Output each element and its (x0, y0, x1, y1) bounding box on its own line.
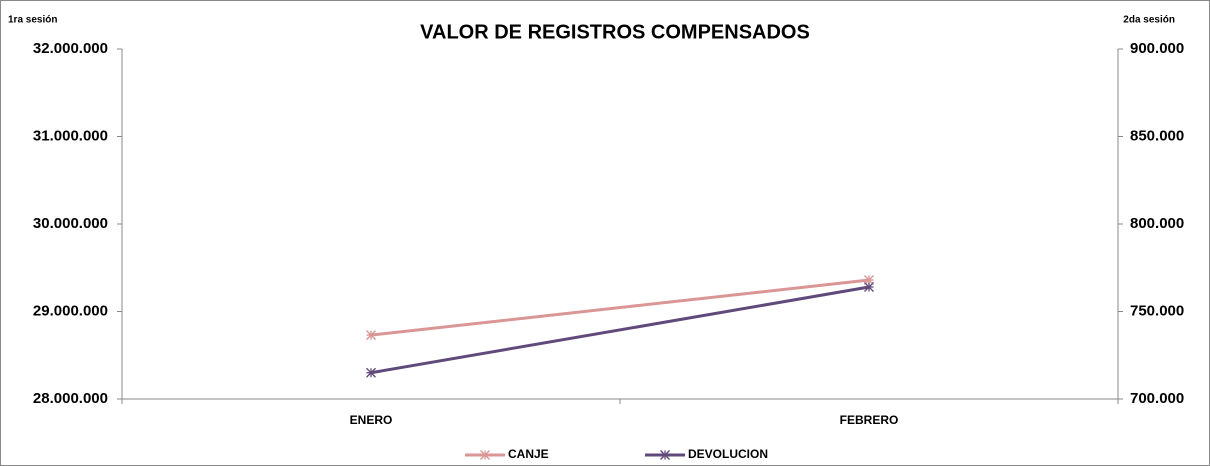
x-tick-label: FEBRERO (840, 413, 899, 427)
series-line (370, 278, 870, 337)
marker-stroke (480, 450, 490, 460)
chart-title: VALOR DE REGISTROS COMPENSADOS (420, 21, 810, 43)
y2-tick-label: 850.000 (1130, 127, 1184, 144)
y-tick-label: 31.000.000 (33, 127, 108, 144)
marker-stroke (366, 367, 376, 378)
legend-label: DEVOLUCION (688, 447, 768, 461)
y-tick-label: 28.000.000 (33, 390, 108, 407)
x-tick-label: ENERO (350, 413, 393, 427)
y2-tick-label: 700.000 (1130, 390, 1184, 407)
marker-stroke (660, 450, 670, 460)
marker-stroke (864, 275, 874, 285)
series-marker (366, 367, 376, 378)
y-axis-label: 1ra sesión (8, 15, 57, 26)
y-tick-label: 29.000.000 (33, 302, 108, 319)
series-marker (864, 282, 874, 292)
y2-tick-label: 800.000 (1130, 215, 1184, 232)
y-tick-label: 30.000.000 (33, 215, 108, 232)
y2-axis-label: 2da sesión (1123, 15, 1175, 26)
marker-stroke (864, 282, 874, 292)
y2-tick-label: 750.000 (1130, 302, 1184, 319)
series-marker (366, 330, 376, 341)
marker-stroke (366, 330, 376, 341)
series-line (370, 285, 870, 375)
y2-tick-label: 900.000 (1130, 40, 1184, 57)
y-tick-label: 32.000.000 (33, 40, 108, 57)
legend-marker (480, 450, 490, 460)
legend-label: CANJE (508, 447, 549, 461)
legend-marker (660, 450, 670, 460)
